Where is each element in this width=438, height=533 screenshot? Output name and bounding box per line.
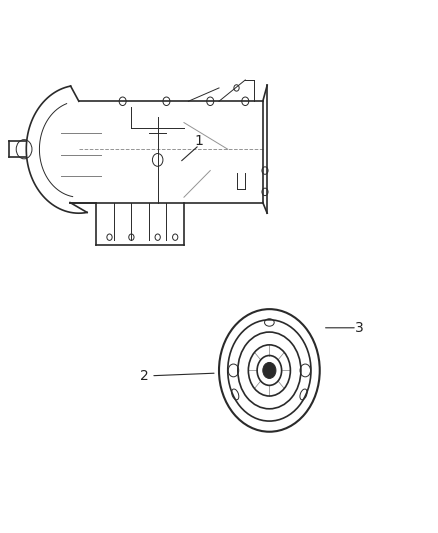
Text: 3: 3 xyxy=(355,321,364,335)
Text: 1: 1 xyxy=(195,134,204,148)
Text: 2: 2 xyxy=(140,369,149,383)
Circle shape xyxy=(263,362,276,378)
